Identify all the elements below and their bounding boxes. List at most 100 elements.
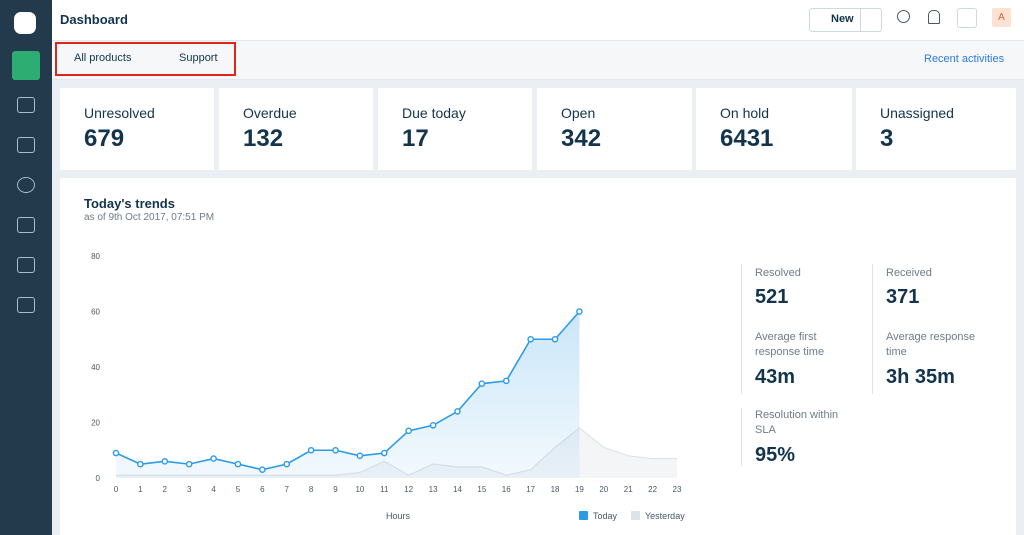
nav-dashboard[interactable] bbox=[12, 51, 40, 80]
metric-card[interactable]: Overdue 132 bbox=[219, 88, 373, 170]
metric-card[interactable]: Unresolved 679 bbox=[60, 88, 214, 170]
metric-card[interactable]: On hold 6431 bbox=[696, 88, 852, 170]
point bbox=[112, 449, 120, 457]
highlight-box bbox=[55, 42, 236, 76]
series-line bbox=[115, 310, 581, 471]
point bbox=[381, 449, 388, 457]
stat-value: 43m bbox=[755, 366, 796, 388]
stat-divider bbox=[741, 408, 742, 466]
point bbox=[185, 460, 193, 468]
metric-label: Due today bbox=[402, 105, 466, 121]
apps-icon[interactable] bbox=[957, 8, 977, 28]
metric-value: 132 bbox=[243, 125, 284, 152]
x-tick-label: 16 bbox=[502, 485, 511, 494]
divider bbox=[860, 9, 861, 31]
point bbox=[137, 460, 144, 468]
x-tick-label: 8 bbox=[309, 485, 314, 494]
metric-card[interactable]: Open 342 bbox=[537, 88, 692, 170]
x-axis-label: Hours bbox=[386, 511, 411, 521]
x-tick-label: 5 bbox=[236, 485, 241, 494]
metric-value: 342 bbox=[561, 125, 602, 152]
nav-solutions[interactable] bbox=[17, 217, 35, 233]
search-icon[interactable] bbox=[897, 10, 910, 23]
point bbox=[527, 335, 534, 343]
x-tick-label: 19 bbox=[575, 485, 584, 494]
top-bar: Dashboard New A bbox=[52, 0, 1024, 41]
x-tick-label: 17 bbox=[526, 485, 535, 494]
nav-reports[interactable] bbox=[17, 297, 35, 313]
stat-divider bbox=[872, 264, 873, 394]
stat-label: Average first response time bbox=[755, 331, 825, 358]
x-tick-label: 2 bbox=[163, 485, 168, 494]
x-tick-label: 20 bbox=[599, 485, 608, 494]
logo[interactable] bbox=[14, 12, 36, 34]
x-tick-label: 1 bbox=[138, 485, 143, 494]
trends-panel: Today's trends as of 9th Oct 2017, 07:51… bbox=[60, 178, 1016, 535]
avatar[interactable]: A bbox=[992, 8, 1011, 27]
chart-title: Today's trends bbox=[84, 196, 175, 211]
point bbox=[283, 460, 291, 468]
x-tick-label: 15 bbox=[477, 485, 486, 494]
y-tick-label: 20 bbox=[91, 419, 100, 428]
metric-value: 6431 bbox=[720, 125, 774, 152]
x-tick-label: 14 bbox=[453, 485, 462, 494]
x-tick-label: 11 bbox=[380, 485, 389, 494]
products-filter[interactable]: All products bbox=[74, 52, 132, 64]
metric-card[interactable]: Unassigned 3 bbox=[856, 88, 1016, 170]
chart-subtitle: as of 9th Oct 2017, 07:51 PM bbox=[84, 212, 215, 223]
series-area bbox=[116, 311, 580, 478]
x-tick-label: 22 bbox=[648, 485, 657, 494]
point bbox=[576, 308, 583, 315]
metric-value: 17 bbox=[402, 125, 429, 152]
point bbox=[210, 455, 217, 462]
new-button-label: New bbox=[831, 13, 854, 25]
filter-bar: All products Support Recent activities bbox=[52, 41, 1024, 80]
point bbox=[454, 408, 461, 415]
y-tick-label: 60 bbox=[91, 308, 100, 317]
recent-activities[interactable]: Recent activities bbox=[924, 53, 1005, 65]
point bbox=[429, 421, 437, 429]
point bbox=[332, 446, 339, 454]
stat-value: 371 bbox=[886, 286, 920, 308]
point bbox=[307, 446, 315, 454]
legend-swatch bbox=[579, 511, 588, 520]
x-tick-label: 10 bbox=[355, 485, 364, 494]
metric-value: 3 bbox=[880, 125, 894, 152]
metric-label: Overdue bbox=[243, 105, 297, 121]
metric-card[interactable]: Due today 17 bbox=[378, 88, 532, 170]
point bbox=[478, 380, 486, 387]
group-filter[interactable]: Support bbox=[179, 52, 218, 64]
nav-forums[interactable] bbox=[17, 257, 35, 273]
point bbox=[551, 335, 559, 343]
point bbox=[234, 460, 242, 468]
nav-contacts[interactable] bbox=[17, 137, 35, 153]
notifications-icon[interactable] bbox=[928, 10, 940, 24]
y-tick-label: 0 bbox=[96, 474, 101, 483]
y-tick-label: 40 bbox=[91, 363, 100, 372]
stat-label: Average response time bbox=[886, 331, 976, 358]
metric-label: Unassigned bbox=[880, 105, 954, 121]
nav-groups[interactable] bbox=[17, 177, 35, 193]
x-tick-label: 18 bbox=[551, 485, 560, 494]
new-button[interactable]: New bbox=[809, 8, 882, 32]
legend-label: Yesterday bbox=[645, 511, 685, 521]
page-title: Dashboard bbox=[60, 12, 128, 27]
x-tick-label: 13 bbox=[429, 485, 438, 494]
legend-label: Today bbox=[593, 511, 618, 521]
point bbox=[405, 427, 412, 435]
metric-label: Unresolved bbox=[84, 105, 155, 121]
nav-tickets[interactable] bbox=[17, 97, 35, 113]
x-tick-label: 21 bbox=[624, 485, 633, 494]
stat-value: 3h 35m bbox=[886, 366, 955, 388]
point bbox=[356, 452, 364, 460]
sidebar bbox=[0, 0, 52, 535]
point bbox=[259, 466, 266, 473]
x-tick-label: 23 bbox=[673, 485, 682, 494]
metric-label: On hold bbox=[720, 105, 770, 121]
x-tick-label: 9 bbox=[333, 485, 338, 494]
point bbox=[161, 458, 169, 465]
stat-label: Resolution within SLA bbox=[755, 409, 839, 436]
stat-value: 521 bbox=[755, 286, 789, 308]
